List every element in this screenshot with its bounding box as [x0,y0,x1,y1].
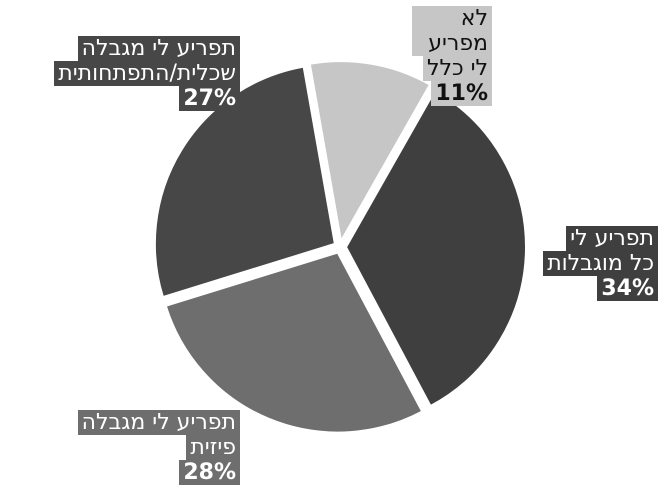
slice-label-physical: תפריע לי מגבלה פיזית 28% [54,410,240,485]
slice-label-line: לי כלל [422,56,492,81]
slice-label-any-disability: תפריע לי כל מוגבלות 34% [538,226,658,301]
slice-value-label: 27% [179,86,240,111]
slice-label-line: תפריע לי [566,226,658,251]
slice-value-label: 28% [179,460,240,485]
slice-label-line: שכלית/התפתחותית [54,61,240,86]
slice-value-label: 34% [597,276,658,301]
slice-not-disturbing [308,60,432,244]
slice-label-line: פיזית [186,435,240,460]
slice-label-line: לא מפריע [412,6,492,56]
slice-physical [164,251,424,434]
slice-value-label: 11% [431,81,492,106]
slice-label-line: תפריע לי מגבלה [77,36,240,61]
slice-label-line: כל מוגבלות [543,251,658,276]
slice-intellectual [153,65,337,299]
slice-label-not-disturbing: לא מפריע לי כלל 11% [412,6,492,106]
slice-label-intellectual: תפריע לי מגבלה שכלית/התפתחותית 27% [10,36,240,111]
slice-any-disability [344,89,527,408]
slice-label-line: תפריע לי מגבלה [77,410,240,435]
